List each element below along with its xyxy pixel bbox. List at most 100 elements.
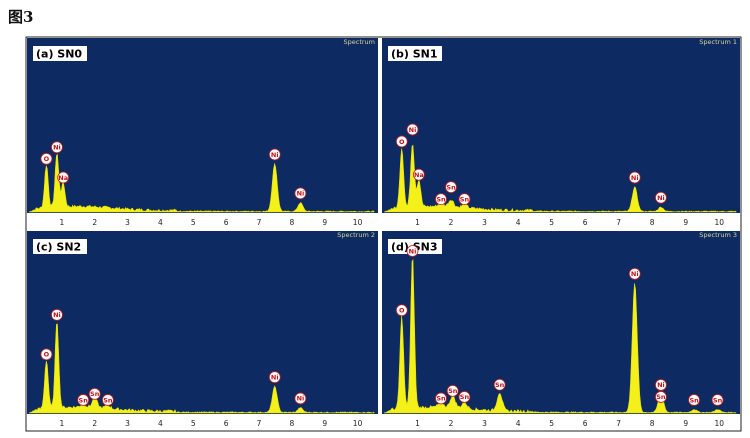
x-tick-label: 8	[289, 419, 294, 428]
x-tick-label: 6	[583, 218, 588, 227]
x-tick-label: 3	[125, 419, 130, 428]
x-tick-label: 4	[516, 419, 521, 428]
panel-background	[382, 231, 740, 414]
peak-label-text: Ni	[631, 270, 639, 278]
x-tick-label: 1	[59, 419, 64, 428]
x-tick-label: 6	[583, 419, 588, 428]
peak-label-marker	[688, 394, 700, 406]
peak-label-text: Sn	[460, 195, 470, 203]
peak-label-sn: Sn	[655, 391, 667, 403]
peak-label-marker	[412, 168, 425, 181]
peak-label-na: Na	[412, 168, 425, 181]
peak-label-marker	[435, 392, 447, 405]
peak-label-sn: Sn	[458, 391, 471, 403]
x-tick-label: 6	[224, 218, 229, 227]
peak-label-sn: Sn	[493, 378, 506, 391]
peak-label-marker	[77, 394, 90, 406]
peak-label-marker	[655, 191, 667, 204]
peak-label-marker	[268, 371, 281, 384]
peak-label-text: Ni	[53, 311, 61, 319]
x-tick-label: 4	[158, 419, 163, 428]
spectrum-name: Spectrum	[344, 38, 376, 46]
panel-background	[27, 38, 378, 213]
peak-label-ni: Ni	[628, 171, 641, 184]
peak-label-o: O	[40, 348, 53, 361]
peak-label-marker	[40, 348, 53, 361]
peak-label-text: Sn	[495, 381, 505, 389]
peak-label-text: Sn	[103, 396, 113, 404]
peak-label-ni: Ni	[51, 308, 63, 321]
x-tick-label: 6	[224, 419, 229, 428]
x-tick-label: 8	[650, 419, 655, 428]
peak-label-marker	[294, 187, 307, 200]
x-tick-label: 2	[449, 218, 454, 227]
peak-label-na: Na	[57, 171, 70, 184]
peak-label-marker	[458, 391, 471, 403]
peak-label-text: Sn	[79, 396, 89, 404]
x-tick-label: 5	[191, 419, 196, 428]
peak-label-ni: Ni	[406, 123, 419, 136]
peak-label-ni: Ni	[294, 392, 307, 405]
peak-label-ni: Ni	[628, 267, 641, 280]
peak-label-text: Ni	[53, 144, 61, 152]
panel-label: (c) SN2	[36, 241, 81, 254]
panel-label-box	[33, 46, 87, 61]
x-tick-label: 7	[257, 419, 262, 428]
x-tick-label: 5	[549, 218, 554, 227]
axis-strip	[27, 213, 378, 229]
peak-label-sn: Sn	[77, 394, 90, 406]
peak-label-text: O	[44, 351, 50, 359]
peak-label-marker	[628, 171, 641, 184]
axis-strip	[27, 414, 378, 430]
x-tick-label: 4	[516, 218, 521, 227]
peak-label-text: O	[399, 138, 405, 146]
panel-label: (a) SN0	[36, 48, 82, 61]
x-tick-label: 4	[158, 218, 163, 227]
x-tick-label: 2	[92, 218, 97, 227]
x-tick-label: 7	[616, 218, 621, 227]
peak-label-marker	[493, 378, 506, 391]
peak-label-sn: Sn	[446, 384, 459, 397]
peak-label-sn: Sn	[435, 392, 447, 405]
panel-label: (b) SN1	[391, 48, 438, 61]
peak-label-text: Ni	[271, 151, 279, 159]
peak-label-sn: Sn	[688, 394, 700, 406]
peak-label-text: Na	[58, 174, 68, 182]
x-tick-label: 1	[59, 218, 64, 227]
peak-label-text: Sn	[90, 390, 100, 398]
x-tick-label: 10	[714, 218, 724, 227]
peak-label-ni: Ni	[268, 371, 281, 384]
x-tick-label: 9	[683, 218, 688, 227]
peak-label-marker	[711, 394, 724, 406]
x-tick-label: 2	[449, 419, 454, 428]
peak-label-text: Sn	[436, 195, 446, 203]
peak-label-marker	[395, 304, 408, 317]
peak-label-text: Ni	[631, 174, 639, 182]
x-tick-label: 1	[415, 419, 420, 428]
peak-label-ni: Ni	[655, 379, 667, 391]
x-tick-label: 5	[549, 419, 554, 428]
peak-label-sn: Sn	[445, 181, 457, 194]
spectrum-name: Spectrum 3	[699, 231, 737, 239]
peak-label-ni: Ni	[268, 148, 281, 161]
peak-label-marker	[628, 267, 641, 280]
x-tick-label: 9	[322, 419, 327, 428]
peak-label-sn: Sn	[458, 193, 471, 206]
peak-label-text: Ni	[409, 247, 417, 255]
peak-label-text: Sn	[460, 393, 470, 401]
x-tick-label: 8	[650, 218, 655, 227]
peak-label-ni: Ni	[51, 141, 63, 154]
peak-label-text: Ni	[657, 194, 665, 202]
peak-label-marker	[101, 394, 114, 406]
axis-strip	[382, 414, 740, 430]
x-tick-label: 10	[353, 218, 363, 227]
axis-strip	[382, 213, 740, 229]
peak-label-text: Na	[414, 171, 424, 179]
peak-label-marker	[268, 148, 281, 161]
peak-label-marker	[51, 308, 63, 321]
peak-label-text: Ni	[657, 381, 665, 389]
x-tick-label: 7	[616, 419, 621, 428]
